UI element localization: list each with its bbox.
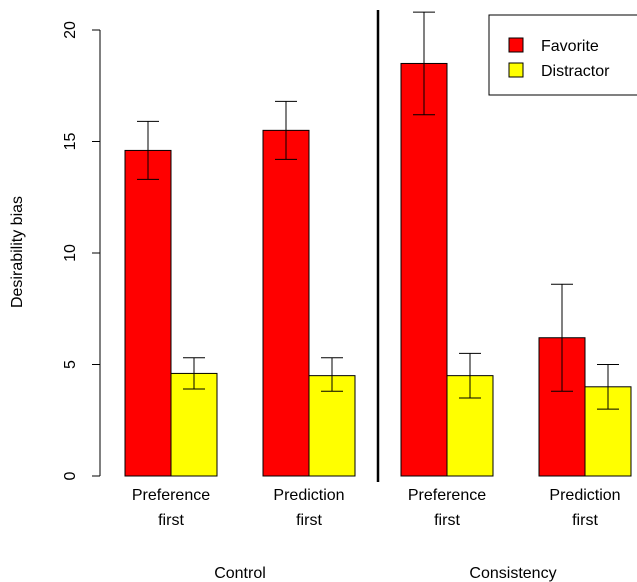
legend-label: Distractor	[541, 63, 610, 80]
category-label: Prediction	[273, 487, 344, 504]
error-bars	[137, 11, 619, 410]
bar	[124, 149, 172, 477]
y-tick-label: 20	[62, 21, 79, 39]
y-axis: 0 5 10 15 20	[62, 21, 101, 480]
group-label: Consistency	[469, 565, 556, 582]
bar	[308, 375, 356, 477]
legend: Favorite Distractor	[488, 14, 637, 96]
y-tick-label: 5	[62, 360, 79, 369]
bar	[170, 372, 218, 477]
group-label: Control	[214, 565, 266, 582]
legend-swatch	[508, 62, 524, 78]
category-label: first	[296, 512, 322, 529]
bar	[400, 62, 448, 477]
category-label: Preference	[132, 487, 210, 504]
legend-swatch	[508, 37, 524, 53]
category-label: Preference	[408, 487, 486, 504]
y-axis-label: Desirability bias	[9, 196, 26, 308]
category-label: first	[434, 512, 460, 529]
y-tick-label: 0	[62, 471, 79, 480]
bar	[262, 129, 310, 477]
category-label: first	[158, 512, 184, 529]
legend-box	[488, 14, 637, 96]
group-labels: Control Consistency	[214, 565, 556, 582]
category-labels: Preference first Prediction first Preference…	[132, 487, 621, 529]
legend-label: Favorite	[541, 38, 599, 55]
category-label: Prediction	[549, 487, 620, 504]
y-tick-label: 15	[62, 133, 79, 151]
category-label: first	[572, 512, 598, 529]
y-tick-label: 10	[62, 244, 79, 262]
